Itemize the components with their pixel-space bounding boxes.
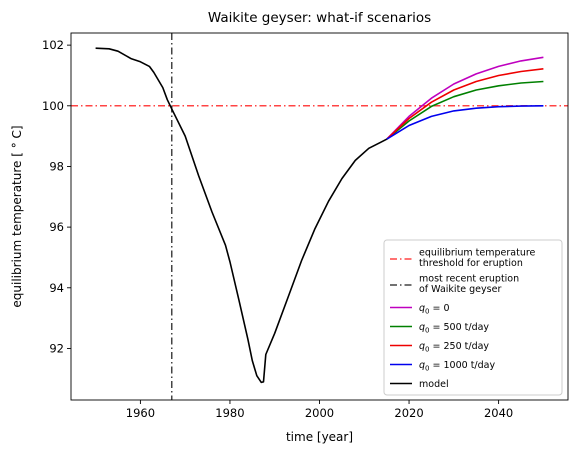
chart-title: Waikite geyser: what-if scenarios xyxy=(208,10,431,26)
x-tick-label: 2020 xyxy=(394,406,423,420)
series-line-q0-1000-t-day xyxy=(386,105,544,140)
series-line-q0-250-t-day xyxy=(386,68,544,140)
x-tick-label: 1980 xyxy=(215,406,244,420)
legend-label: of Waikite geyser xyxy=(419,284,501,295)
plot-area xyxy=(71,33,568,400)
legend-label: q0 = 1000 t/day xyxy=(419,360,495,373)
y-tick-label: 94 xyxy=(49,281,64,295)
legend-label: q0 = 250 t/day xyxy=(419,341,489,354)
legend-label: equilibrium temperature xyxy=(419,248,536,259)
y-tick-label: 102 xyxy=(42,38,64,52)
legend-label: threshold for eruption xyxy=(419,258,523,269)
x-tick-label: 2000 xyxy=(305,406,334,420)
legend-label: q0 = 0 xyxy=(419,303,450,316)
series-line-q0-500-t-day xyxy=(386,80,544,140)
legend xyxy=(383,239,563,396)
y-tick-label: 92 xyxy=(49,341,64,355)
legend-box xyxy=(383,239,563,396)
y-tick-label: 100 xyxy=(42,99,64,113)
legend-label: most recent eruption xyxy=(419,274,519,285)
y-axis-label: equilibrium temperature [ ° C] xyxy=(10,125,24,307)
y-tick-label: 98 xyxy=(49,159,64,173)
series-line-q0-0 xyxy=(386,56,544,140)
legend-label: model xyxy=(419,379,449,390)
x-axis-label: time [year] xyxy=(286,430,353,444)
legend-label: q0 = 500 t/day xyxy=(419,322,489,335)
x-tick-label: 2040 xyxy=(484,406,513,420)
x-tick-label: 1960 xyxy=(126,406,155,420)
series-line-model xyxy=(95,47,388,384)
y-tick-label: 96 xyxy=(49,220,64,234)
